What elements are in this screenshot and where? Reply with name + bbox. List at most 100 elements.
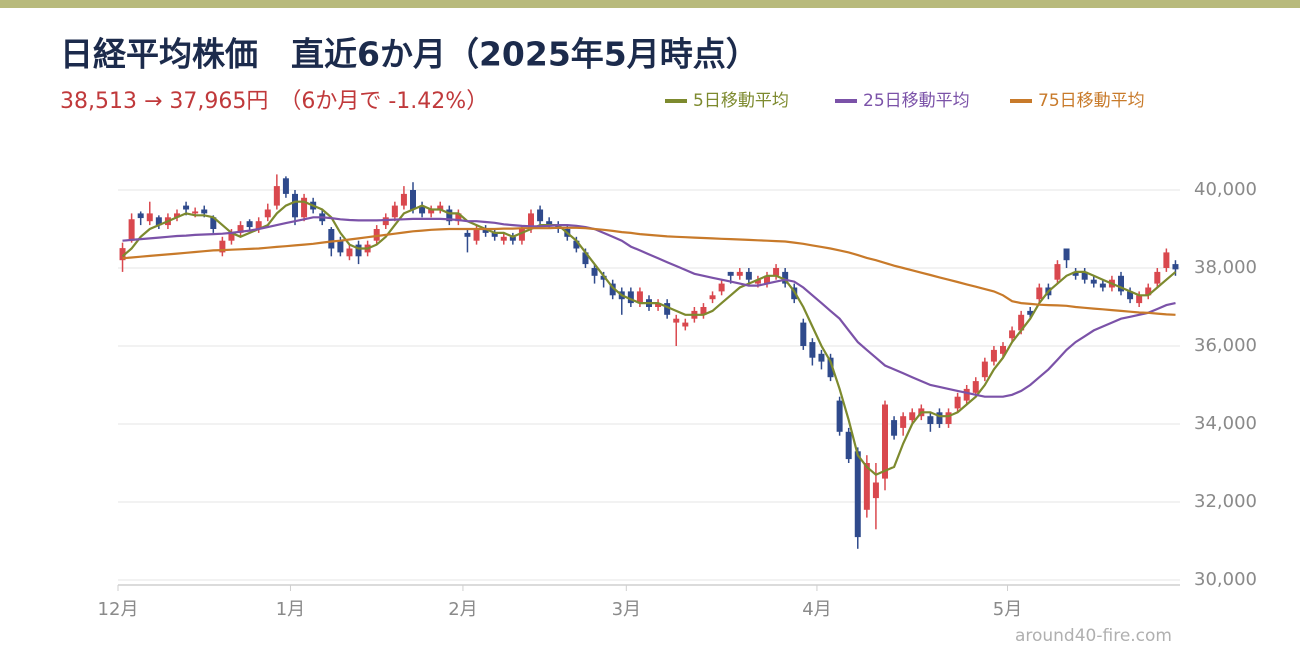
candle-body	[219, 240, 226, 253]
candle-body	[228, 232, 235, 241]
watermark: around40-fire.com	[1015, 626, 1172, 646]
x-tick-label: 4月	[802, 599, 831, 620]
candle-body	[936, 412, 943, 424]
candle-body	[346, 248, 353, 257]
candle-body	[137, 213, 144, 219]
candle-body	[836, 400, 843, 432]
x-tick-label: 1月	[276, 599, 305, 620]
candle-body	[1163, 252, 1170, 268]
candle-body	[627, 291, 634, 304]
candle-body	[382, 217, 389, 226]
candle-body	[1027, 310, 1034, 315]
candle-body	[155, 217, 162, 226]
candle-body	[1090, 279, 1097, 284]
candle-body	[455, 213, 462, 222]
candle-body	[237, 225, 244, 233]
candle-body	[1172, 264, 1179, 270]
candle-body	[292, 193, 298, 218]
candle-body	[636, 291, 643, 304]
candle-body	[1036, 287, 1043, 300]
chart-title: 日経平均株価 直近6か月（2025年5月時点）	[60, 35, 759, 74]
candle-body	[664, 303, 671, 315]
candle-body	[1154, 271, 1161, 284]
candle-body	[782, 271, 789, 284]
candle-body	[537, 209, 544, 222]
candle-body	[845, 431, 852, 460]
candle-body	[727, 271, 734, 276]
candle-body	[682, 322, 689, 327]
candle-body	[355, 244, 362, 257]
candle-body	[391, 205, 398, 218]
candle-body	[891, 420, 898, 436]
candle-body	[718, 283, 725, 292]
candle-body	[337, 240, 344, 253]
y-tick-label: 36,000	[1194, 335, 1257, 356]
y-tick-label: 34,000	[1194, 413, 1257, 434]
candle-body	[709, 295, 716, 300]
x-tick-label: 5月	[993, 599, 1022, 620]
candle-body	[754, 279, 761, 284]
legend-label: 25日移動平均	[863, 91, 970, 111]
x-tick-label: 12月	[98, 599, 139, 620]
candle-body	[990, 349, 997, 362]
candle-body	[428, 209, 435, 214]
candle-body	[827, 357, 834, 378]
candle-body	[518, 229, 525, 241]
candle-body	[419, 205, 426, 214]
legend-label: 75日移動平均	[1038, 91, 1145, 111]
candle-body	[818, 353, 825, 362]
candle-body	[201, 209, 208, 214]
candle-body	[400, 193, 407, 206]
candle-body	[809, 342, 816, 358]
candle-body	[1072, 271, 1079, 276]
candle-body	[736, 271, 743, 276]
candle-body	[210, 217, 217, 229]
candle-body	[582, 252, 589, 265]
candle-body	[745, 271, 752, 280]
candle-body	[655, 303, 662, 307]
ma-line	[121, 200, 1177, 476]
y-tick-label: 38,000	[1194, 257, 1257, 278]
candle-body	[282, 178, 289, 194]
candle-body	[573, 240, 580, 249]
candle-body	[600, 275, 607, 280]
candle-body	[773, 268, 780, 276]
candle-body	[591, 268, 598, 276]
candle-body	[473, 229, 480, 241]
candle-body	[972, 381, 979, 393]
candle-body	[255, 221, 262, 229]
candle-body	[1136, 295, 1143, 304]
candle-body	[1054, 264, 1061, 280]
candle-body	[1000, 346, 1006, 354]
chart-subtitle: 38,513 → 37,965円 （6か月で -1.42%）	[60, 89, 488, 114]
candle-body	[264, 209, 271, 218]
candle-body	[146, 213, 153, 222]
candle-body	[1118, 275, 1124, 292]
candle-body	[1081, 271, 1088, 280]
candle-body	[174, 213, 180, 218]
candle-body	[673, 318, 680, 323]
candle-body	[609, 283, 616, 296]
candle-body	[546, 221, 553, 226]
candle-body	[700, 307, 707, 315]
candle-body	[963, 388, 970, 401]
candle-body	[500, 236, 507, 241]
candle-body	[273, 186, 280, 206]
candle-body	[854, 451, 861, 538]
x-tick-label: 2月	[448, 599, 477, 620]
candle-body	[909, 412, 916, 421]
y-tick-label: 30,000	[1194, 569, 1257, 590]
candle-body	[954, 396, 961, 409]
candle-body	[246, 221, 253, 228]
candle-body	[509, 236, 516, 241]
candle-body	[192, 211, 199, 214]
candle-body	[800, 322, 807, 346]
candle-body	[863, 463, 870, 510]
top-band	[0, 0, 1300, 8]
ma-line	[122, 216, 1176, 398]
candle-body	[1063, 248, 1070, 261]
candle-body	[1127, 291, 1134, 300]
y-tick-label: 40,000	[1194, 179, 1257, 200]
candle-body	[328, 229, 335, 249]
